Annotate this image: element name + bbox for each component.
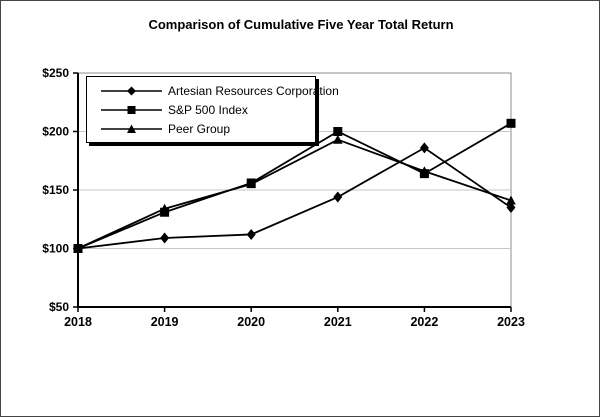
diamond-marker-icon — [101, 86, 162, 95]
legend-item-sp500: S&P 500 Index — [100, 101, 315, 119]
y-tick-label: $50 — [49, 300, 69, 314]
y-tick-label: $100 — [42, 242, 69, 256]
series-line — [77, 146, 512, 250]
legend-item-artesian: Artesian Resources Corporation — [100, 82, 339, 100]
y-tick-label: $200 — [42, 125, 69, 139]
chart-title: Comparison of Cumulative Five Year Total… — [148, 17, 454, 32]
series-line — [77, 138, 512, 250]
x-tick-label: 2020 — [237, 315, 265, 329]
x-tick-label: 2019 — [151, 315, 179, 329]
series-line — [77, 122, 512, 250]
x-axis-labels: 2018 2019 2020 2021 2022 2023 — [64, 307, 525, 329]
gridlines — [78, 131, 511, 249]
legend-label: S&P 500 Index — [168, 102, 248, 117]
legend-item-peer-group: Peer Group — [100, 120, 315, 138]
y-tick-label: $250 — [42, 66, 69, 80]
x-tick-label: 2023 — [497, 315, 525, 329]
square-marker-icon — [101, 105, 162, 114]
legend-label: Peer Group — [168, 121, 231, 136]
x-tick-label: 2018 — [64, 315, 92, 329]
series-markers — [73, 134, 516, 253]
triangle-marker-icon — [101, 124, 162, 133]
legend: Artesian Resources Corporation S&P 500 I… — [86, 76, 339, 143]
legend-label: Artesian Resources Corporation — [168, 83, 339, 98]
x-tick-label: 2021 — [324, 315, 352, 329]
y-tick-label: $150 — [42, 183, 69, 197]
y-axis-labels: $50 $100 $150 $200 $250 — [42, 66, 78, 314]
x-tick-label: 2022 — [410, 315, 438, 329]
